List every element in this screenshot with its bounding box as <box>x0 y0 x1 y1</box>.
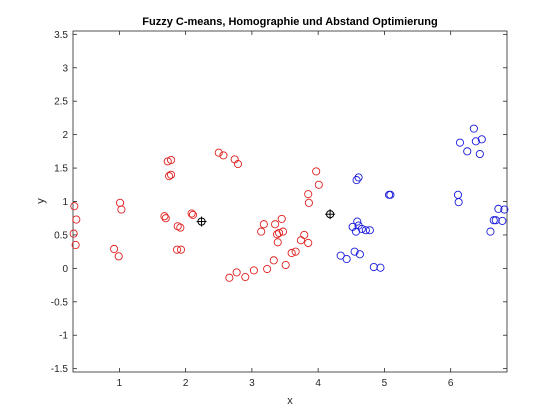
data-point-cluster-2 <box>486 227 495 236</box>
data-point-cluster-2 <box>491 216 500 225</box>
data-point-cluster-1 <box>110 244 119 254</box>
data-point-cluster-2 <box>369 262 378 272</box>
data-point-cluster-1 <box>291 247 300 256</box>
data-point-cluster-1 <box>273 238 282 247</box>
data-points <box>69 124 509 282</box>
cluster-center-marker <box>325 209 336 220</box>
data-point-cluster-2 <box>494 204 503 213</box>
y-tick-label: 3.5 <box>54 30 68 41</box>
data-point-cluster-1 <box>287 248 296 258</box>
data-point-cluster-2 <box>336 251 345 260</box>
data-point-cluster-2 <box>386 190 395 199</box>
data-point-cluster-2 <box>342 254 351 264</box>
data-point-cluster-2 <box>354 173 363 182</box>
data-point-cluster-1 <box>304 198 313 207</box>
data-point-cluster-1 <box>161 214 170 223</box>
data-point-cluster-1 <box>72 215 81 224</box>
y-tick-label: 3 <box>62 63 68 74</box>
y-axis: -1.5 -1 -0.5 0 0.5 1 1.5 2 2.5 3 3.5 <box>51 30 507 375</box>
data-point-cluster-1 <box>160 212 169 221</box>
data-point-cluster-1 <box>304 190 313 199</box>
data-point-cluster-1 <box>70 202 79 211</box>
data-point-cluster-2 <box>365 226 374 235</box>
data-point-cluster-1 <box>167 155 176 165</box>
data-point-cluster-1 <box>232 268 241 277</box>
y-tick-label: -0.5 <box>51 297 69 308</box>
data-point-cluster-1 <box>225 273 234 282</box>
data-point-cluster-1 <box>300 230 309 239</box>
data-point-cluster-1 <box>114 252 123 261</box>
data-point-cluster-1 <box>117 205 126 214</box>
y-tick-label: 0 <box>62 264 68 275</box>
x-tick-label: 5 <box>382 378 388 389</box>
data-point-cluster-1 <box>249 266 258 275</box>
data-point-cluster-2 <box>455 138 465 147</box>
y-tick-label: 0.5 <box>54 230 68 241</box>
y-axis-label: y <box>35 198 47 204</box>
data-point-cluster-1 <box>269 256 278 265</box>
data-point-cluster-2 <box>498 216 507 225</box>
cluster-centers <box>196 209 336 227</box>
x-axis-label: x <box>287 395 293 407</box>
data-point-cluster-1 <box>304 238 313 248</box>
data-point-cluster-1 <box>278 227 288 236</box>
data-point-cluster-1 <box>271 220 280 229</box>
data-point-cluster-1 <box>165 172 174 181</box>
data-point-cluster-2 <box>352 176 361 185</box>
y-tick-label: -1.5 <box>51 364 69 375</box>
y-tick-label: 1.5 <box>54 164 68 175</box>
x-tick-label: 3 <box>249 378 255 389</box>
data-point-cluster-1 <box>314 180 323 189</box>
chart-title: Fuzzy C-means, Homographie und Abstand O… <box>142 16 437 28</box>
data-point-cluster-1 <box>71 240 80 250</box>
x-axis: 1 2 3 4 5 6 <box>117 31 454 389</box>
data-point-cluster-1 <box>233 160 243 169</box>
data-point-cluster-2 <box>350 247 359 256</box>
data-point-cluster-2 <box>361 226 370 235</box>
data-point-cluster-2 <box>454 198 463 207</box>
data-point-cluster-1 <box>69 229 78 238</box>
x-tick-label: 1 <box>117 378 123 389</box>
data-point-cluster-2 <box>353 217 362 226</box>
data-point-cluster-1 <box>277 214 286 223</box>
data-point-cluster-2 <box>376 263 385 272</box>
y-tick-label: -1 <box>59 331 68 342</box>
data-point-cluster-1 <box>176 245 186 254</box>
cluster-center-marker <box>196 216 207 227</box>
data-point-cluster-2 <box>475 149 484 159</box>
data-point-cluster-1 <box>257 227 266 236</box>
data-point-cluster-2 <box>469 124 478 133</box>
x-tick-label: 4 <box>315 378 321 389</box>
data-point-cluster-1 <box>188 210 197 219</box>
data-point-cluster-1 <box>187 209 196 218</box>
data-point-cluster-2 <box>463 147 472 156</box>
plot-area <box>72 30 508 373</box>
data-point-cluster-1 <box>241 273 250 282</box>
x-tick-label: 2 <box>183 378 189 389</box>
data-point-cluster-2 <box>471 137 480 146</box>
data-point-cluster-1 <box>167 170 176 179</box>
y-tick-label: 2 <box>62 130 68 141</box>
data-point-cluster-2 <box>500 205 509 214</box>
data-point-cluster-1 <box>214 148 223 157</box>
data-point-cluster-2 <box>355 250 364 259</box>
data-point-cluster-1 <box>281 260 290 270</box>
data-point-cluster-1 <box>312 167 321 176</box>
data-point-cluster-1 <box>176 223 185 232</box>
y-tick-label: 1 <box>62 197 68 208</box>
data-point-cluster-2 <box>477 135 486 144</box>
data-point-cluster-2 <box>357 224 366 233</box>
x-tick-label: 6 <box>448 378 454 389</box>
data-point-cluster-1 <box>263 264 272 274</box>
y-tick-label: 2.5 <box>54 97 68 108</box>
data-point-cluster-1 <box>275 228 284 237</box>
data-point-cluster-2 <box>489 216 498 225</box>
data-point-cluster-1 <box>172 245 182 254</box>
data-point-cluster-1 <box>219 151 228 160</box>
data-point-cluster-1 <box>259 220 268 229</box>
